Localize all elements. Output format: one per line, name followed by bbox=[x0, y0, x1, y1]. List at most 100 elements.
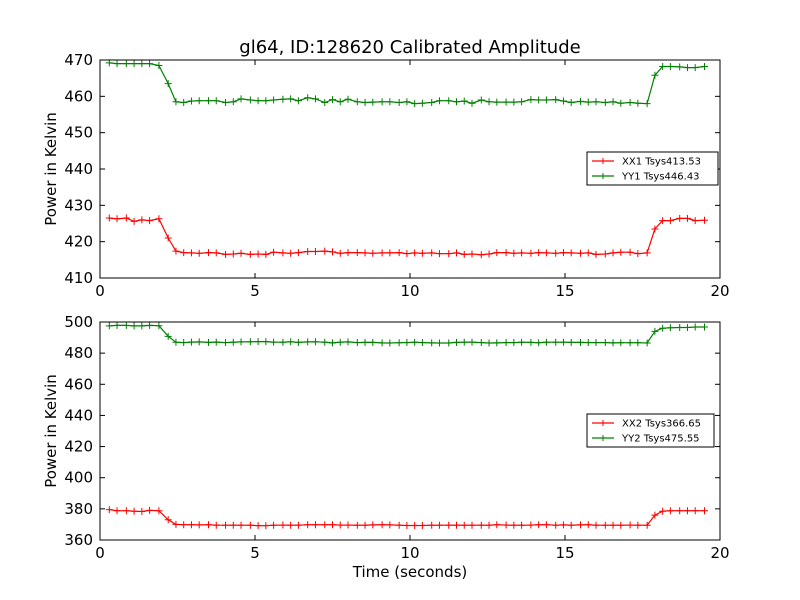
data-point bbox=[237, 521, 245, 529]
data-point bbox=[592, 250, 600, 258]
x-tick-label: 20 bbox=[710, 282, 729, 300]
data-point bbox=[643, 249, 651, 257]
data-point bbox=[395, 521, 403, 529]
data-point bbox=[130, 322, 138, 330]
data-point bbox=[626, 248, 634, 256]
data-point bbox=[195, 249, 203, 257]
data-point bbox=[477, 96, 485, 104]
data-point bbox=[369, 521, 377, 529]
data-point bbox=[195, 97, 203, 105]
data-point bbox=[195, 521, 203, 529]
data-point bbox=[395, 339, 403, 347]
data-point bbox=[344, 95, 352, 103]
legend: XX2 Tsys366.65 YY2 Tsys475.55 bbox=[586, 413, 715, 448]
data-point bbox=[468, 99, 476, 107]
legend-item: XX1 Tsys413.53 bbox=[592, 157, 701, 168]
data-point bbox=[418, 339, 426, 347]
legend-box bbox=[586, 151, 719, 186]
data-point bbox=[403, 250, 411, 258]
data-point bbox=[666, 324, 674, 332]
data-point bbox=[683, 507, 691, 515]
data-point bbox=[294, 338, 302, 346]
data-point bbox=[542, 96, 550, 104]
y-tick-label: 420 bbox=[64, 438, 93, 456]
data-point bbox=[262, 522, 270, 530]
data-point bbox=[270, 96, 278, 104]
data-point bbox=[229, 98, 237, 106]
data-point bbox=[311, 338, 319, 346]
data-point bbox=[229, 521, 237, 529]
data-point bbox=[552, 96, 560, 104]
data-point bbox=[527, 96, 535, 104]
panel-2: 0 5 10 15 20 360 380 400 420 440 460 480 500 Power in… bbox=[42, 313, 730, 581]
data-point bbox=[180, 339, 188, 347]
data-point bbox=[502, 339, 510, 347]
data-point bbox=[411, 100, 419, 108]
legend-box bbox=[586, 413, 715, 448]
data-point bbox=[567, 338, 575, 346]
data-point bbox=[510, 339, 518, 347]
series-1-2 bbox=[105, 59, 708, 108]
data-point bbox=[164, 80, 172, 88]
data-point bbox=[105, 322, 113, 330]
legend-item: XX2 Tsys366.65 bbox=[592, 419, 701, 430]
data-point bbox=[353, 521, 361, 529]
data-point bbox=[485, 98, 493, 106]
data-point bbox=[651, 511, 659, 519]
data-point bbox=[643, 100, 651, 108]
data-point bbox=[164, 234, 172, 242]
data-point bbox=[222, 250, 230, 258]
data-point bbox=[304, 94, 312, 102]
data-point bbox=[601, 521, 609, 529]
series-2-2 bbox=[105, 321, 708, 347]
data-point bbox=[584, 98, 592, 106]
data-point bbox=[510, 98, 518, 106]
data-point bbox=[683, 214, 691, 222]
data-point bbox=[138, 508, 146, 516]
data-point bbox=[634, 250, 642, 258]
data-point bbox=[493, 98, 501, 106]
data-point bbox=[485, 339, 493, 347]
data-point bbox=[659, 217, 667, 225]
data-point bbox=[701, 63, 708, 71]
data-point bbox=[567, 99, 575, 107]
data-point bbox=[418, 99, 426, 107]
data-point bbox=[386, 249, 394, 257]
data-point bbox=[254, 522, 262, 530]
series-2-1 bbox=[105, 506, 708, 530]
data-point bbox=[460, 97, 468, 105]
data-point bbox=[683, 64, 691, 72]
data-point bbox=[212, 249, 220, 257]
data-point bbox=[592, 339, 600, 347]
data-point bbox=[113, 321, 121, 329]
data-point bbox=[418, 522, 426, 530]
data-point bbox=[601, 99, 609, 107]
data-point bbox=[468, 250, 476, 258]
data-point bbox=[477, 521, 485, 529]
axes-frame bbox=[99, 59, 721, 279]
data-point bbox=[122, 214, 130, 222]
data-point bbox=[485, 521, 493, 529]
series-1-1 bbox=[105, 214, 708, 259]
data-point bbox=[237, 249, 245, 257]
data-point bbox=[287, 249, 295, 257]
data-point bbox=[172, 520, 180, 528]
data-point bbox=[666, 63, 674, 71]
data-point bbox=[592, 521, 600, 529]
data-point bbox=[577, 249, 584, 257]
data-point bbox=[559, 338, 567, 346]
data-point bbox=[683, 323, 691, 331]
data-point bbox=[378, 98, 386, 106]
data-point bbox=[378, 521, 386, 529]
data-point bbox=[353, 98, 361, 106]
data-point bbox=[138, 60, 146, 68]
data-point bbox=[617, 339, 625, 347]
data-point bbox=[676, 507, 684, 515]
data-point bbox=[468, 521, 476, 529]
data-point bbox=[246, 250, 254, 258]
y-tick-label: 430 bbox=[64, 196, 93, 214]
data-point bbox=[428, 99, 436, 107]
data-point bbox=[584, 249, 592, 257]
data-point bbox=[617, 521, 625, 529]
data-point bbox=[321, 99, 329, 107]
